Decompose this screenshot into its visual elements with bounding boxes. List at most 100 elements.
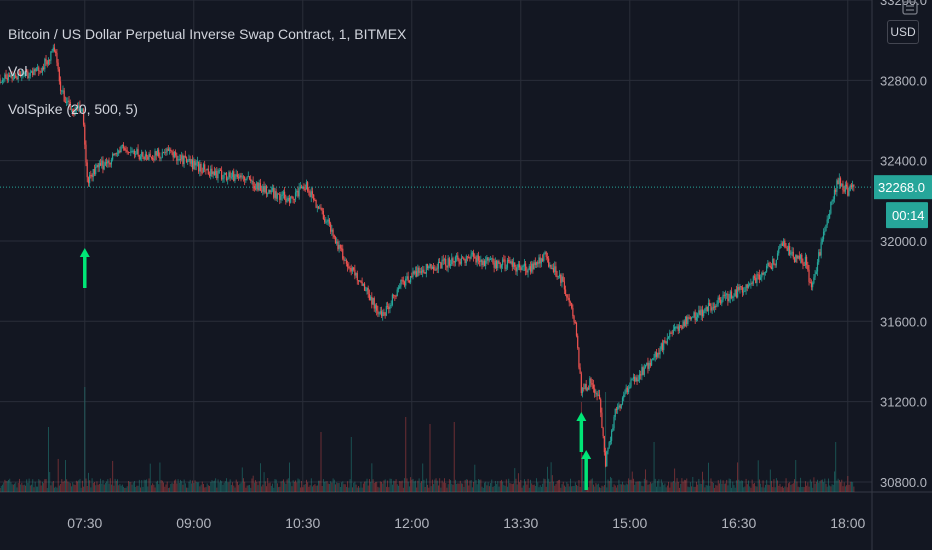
volume-bar — [2, 484, 3, 492]
volume-bar — [336, 482, 338, 492]
volume-bar — [485, 481, 487, 492]
candle-body — [798, 255, 800, 259]
candle-body — [309, 192, 311, 198]
volume-bar — [832, 484, 834, 492]
candle-body — [405, 278, 407, 286]
currency-button[interactable]: USD — [887, 20, 919, 44]
volume-bar — [804, 481, 806, 492]
volume-bar — [602, 486, 604, 492]
volume-bar — [92, 482, 94, 492]
volume-bar — [362, 483, 364, 492]
volume-bar — [297, 478, 299, 492]
candle-body — [302, 186, 304, 189]
candle-body — [183, 155, 185, 165]
volume-bar — [459, 480, 461, 492]
volume-bar — [671, 482, 673, 492]
volume-bar — [658, 479, 660, 492]
candle-body — [127, 151, 129, 153]
candle-body — [325, 221, 327, 223]
volume-bar — [617, 485, 619, 492]
candle-body — [764, 271, 767, 273]
candle-body — [561, 276, 563, 283]
x-tick-label: 09:00 — [176, 515, 211, 531]
volume-bar — [130, 482, 132, 492]
volume-bar — [35, 486, 37, 492]
candle-body — [125, 150, 127, 152]
candle-body — [802, 262, 804, 266]
settings-icon[interactable] — [902, 1, 918, 15]
candle-body — [184, 155, 186, 158]
volume-bar — [233, 485, 235, 492]
volume-bar — [750, 487, 752, 492]
candle-body — [833, 189, 836, 200]
candle-body — [201, 171, 203, 173]
candle-body — [222, 178, 224, 180]
candle-body — [33, 69, 35, 76]
candle-body — [85, 144, 87, 163]
volume-bar — [454, 479, 456, 492]
volume-bar — [725, 483, 726, 492]
candle-body — [284, 191, 286, 199]
candle-body — [122, 144, 125, 149]
volume-bar — [183, 479, 185, 492]
candle-body — [479, 260, 481, 263]
indicator-vol-label[interactable]: Vol — [8, 63, 28, 79]
candle-body — [502, 259, 504, 266]
candle-body — [459, 261, 461, 264]
candle-body — [740, 286, 742, 288]
candle-body — [303, 186, 305, 190]
candle-body — [579, 367, 581, 374]
candle-body — [573, 316, 575, 322]
volume-bar — [174, 480, 175, 492]
candle-body — [34, 69, 36, 72]
volume-bar — [531, 483, 533, 492]
candle-body — [241, 176, 243, 178]
x-tick-label: 16:30 — [721, 515, 756, 531]
volume-bar — [709, 485, 711, 492]
candle-body — [95, 166, 97, 175]
volume-bar — [32, 479, 34, 492]
volume-bar — [91, 478, 93, 492]
candle-body — [575, 322, 578, 336]
candle-body — [548, 258, 550, 267]
candle-body — [92, 169, 94, 177]
volume-bar — [514, 468, 516, 492]
volume-bar — [590, 479, 592, 492]
volume-bar — [55, 486, 57, 492]
candle-body — [637, 379, 639, 382]
volume-bar — [752, 483, 754, 492]
volume-bar — [844, 486, 846, 492]
candle-body — [317, 206, 320, 209]
candle-body — [413, 271, 415, 274]
candle-body — [816, 262, 819, 272]
candle-body — [831, 201, 833, 202]
volume-bar — [88, 472, 89, 492]
candle-body — [373, 298, 375, 309]
volume-bar — [681, 478, 683, 492]
indicator-volspike-label[interactable]: VolSpike (20, 500, 5) — [8, 101, 138, 117]
candle-body — [194, 160, 196, 166]
candle-body — [853, 184, 855, 187]
volume-bar — [321, 485, 323, 492]
candle-body — [118, 150, 120, 154]
candle-body — [723, 294, 725, 296]
candle-body — [808, 269, 810, 282]
volume-bar — [204, 487, 206, 492]
candle-body — [322, 210, 324, 220]
volume-bar — [694, 486, 696, 492]
candle-body — [297, 190, 299, 197]
y-tick-label: 31600.0 — [880, 314, 927, 329]
symbol-title[interactable]: Bitcoin / US Dollar Perpetual Inverse Sw… — [8, 26, 407, 42]
candle-body — [440, 262, 442, 269]
candle-body — [259, 183, 261, 191]
candle-body — [414, 271, 417, 274]
candle-body — [290, 196, 292, 203]
candle-body — [469, 257, 471, 259]
candle-body — [153, 159, 155, 161]
volume-bar — [193, 483, 195, 492]
volume-bar — [516, 484, 518, 492]
volume-bar — [124, 487, 126, 492]
candle-body — [566, 294, 568, 298]
candle-body — [604, 452, 607, 467]
